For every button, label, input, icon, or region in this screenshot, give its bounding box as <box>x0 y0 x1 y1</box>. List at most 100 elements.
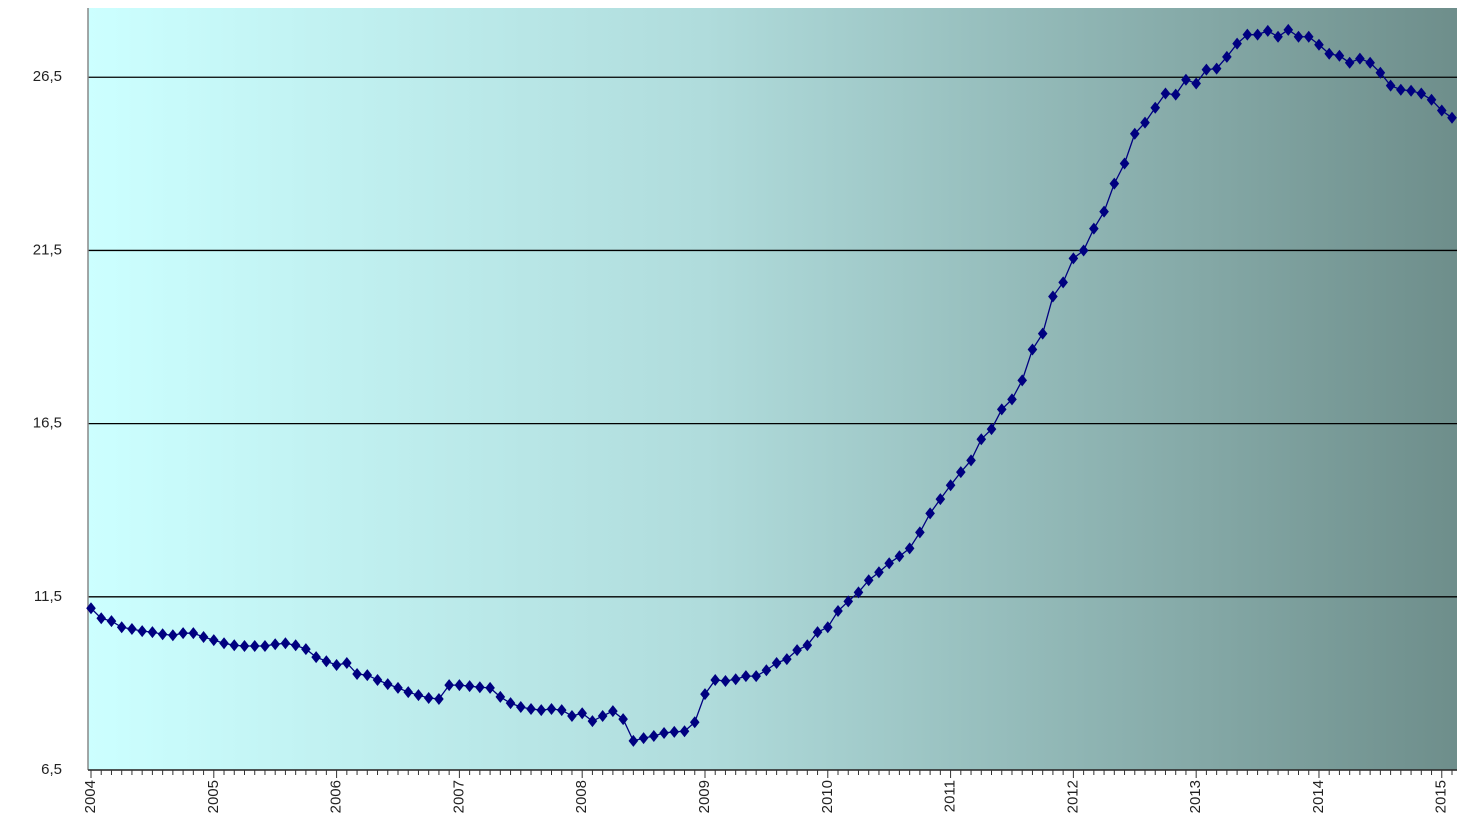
data-point <box>1089 222 1099 235</box>
data-point <box>157 628 168 641</box>
y-tick-label: 6,5 <box>41 761 62 778</box>
data-point <box>1211 62 1222 75</box>
data-point <box>106 615 117 628</box>
data-point <box>116 621 127 634</box>
data-point <box>1232 37 1242 50</box>
data-point <box>352 668 362 681</box>
x-tick-label: 2011 <box>942 780 959 812</box>
data-point <box>444 679 454 692</box>
data-point <box>751 670 761 683</box>
data-point <box>137 625 147 638</box>
data-point <box>1406 84 1416 97</box>
data-point <box>372 673 383 686</box>
data-point <box>884 557 894 570</box>
data-point <box>1416 87 1427 100</box>
data-point <box>1099 205 1109 218</box>
data-point <box>1170 88 1181 101</box>
data-point <box>935 493 946 506</box>
data-point <box>1324 47 1335 60</box>
data-point <box>649 730 659 743</box>
data-point <box>1017 374 1028 387</box>
y-tick-label: 16,5 <box>33 415 62 432</box>
data-point <box>618 713 628 726</box>
data-point <box>1037 327 1048 340</box>
data-point <box>556 704 567 717</box>
data-point <box>1396 83 1406 96</box>
data-point <box>270 638 280 651</box>
data-point <box>956 466 966 479</box>
y-tick-label: 21,5 <box>33 241 62 258</box>
data-point <box>567 709 577 722</box>
data-point <box>1129 127 1140 140</box>
data-point <box>689 716 700 729</box>
data-point <box>208 634 219 647</box>
plot-area <box>88 8 1457 770</box>
data-point <box>792 644 802 657</box>
data-point <box>730 673 741 686</box>
data-point <box>1355 52 1365 65</box>
data-point <box>536 704 547 717</box>
data-point <box>229 639 240 652</box>
data-point <box>1201 63 1212 76</box>
data-point <box>1252 28 1263 41</box>
data-point <box>311 651 321 664</box>
data-point <box>1140 116 1150 129</box>
data-point <box>1160 87 1171 100</box>
data-point <box>219 637 229 650</box>
data-point <box>515 700 526 713</box>
data-point <box>96 612 107 625</box>
x-tick-label: 2014 <box>1310 780 1327 813</box>
x-tick-label: 2010 <box>819 780 836 813</box>
data-point <box>597 709 608 722</box>
data-point <box>526 703 536 716</box>
data-point <box>342 656 352 669</box>
data-point <box>127 623 137 636</box>
data-point <box>608 705 618 718</box>
data-point <box>280 637 291 650</box>
x-tick-label: 2013 <box>1187 780 1204 813</box>
data-point <box>178 627 188 640</box>
data-point <box>301 643 311 656</box>
data-point <box>659 726 669 739</box>
data-point <box>1048 290 1058 303</box>
x-tick-label: 2008 <box>573 780 590 813</box>
data-point <box>1344 56 1355 69</box>
data-point <box>904 542 915 555</box>
data-point <box>925 507 935 520</box>
data-point <box>188 627 199 640</box>
data-point <box>1436 104 1447 117</box>
x-tick-label: 2004 <box>82 780 99 813</box>
data-point <box>822 621 833 634</box>
data-point <box>577 707 587 720</box>
data-point <box>1283 23 1294 36</box>
data-point <box>454 679 465 692</box>
data-point <box>1068 252 1079 265</box>
data-point <box>843 595 854 608</box>
data-point <box>1119 157 1130 170</box>
data-point <box>464 680 475 693</box>
data-point <box>1027 343 1038 356</box>
data-point <box>1263 24 1273 37</box>
data-point <box>863 574 874 587</box>
data-point <box>1242 28 1253 41</box>
data-point <box>761 664 772 677</box>
data-point <box>833 605 843 618</box>
data-point <box>894 550 905 563</box>
data-point <box>382 678 393 691</box>
x-tick-label: 2007 <box>450 780 467 813</box>
data-point <box>771 656 782 669</box>
data-point <box>638 732 649 745</box>
data-point <box>485 681 495 694</box>
data-point <box>782 653 792 666</box>
x-tick-label: 2006 <box>328 780 345 813</box>
data-point <box>260 640 270 653</box>
data-point <box>1109 177 1120 190</box>
y-tick-label: 11,5 <box>34 588 62 605</box>
data-point <box>945 479 956 492</box>
data-point <box>495 690 506 703</box>
data-point <box>915 526 925 539</box>
data-point <box>546 703 557 716</box>
x-tick-label: 2015 <box>1433 780 1450 813</box>
data-point <box>976 433 987 446</box>
